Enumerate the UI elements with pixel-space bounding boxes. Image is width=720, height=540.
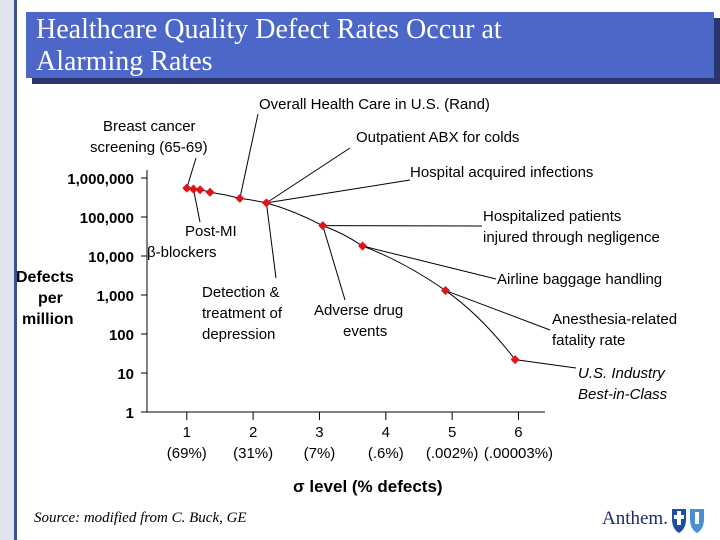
annotation-depression-line-2: treatment of	[202, 305, 283, 322]
annotation-leader-line	[265, 202, 277, 279]
annotation-breast-cancer-line-2: screening (65-69)	[90, 139, 208, 156]
x-tick-label: 1	[183, 424, 191, 441]
annotation-leader-line	[322, 225, 346, 301]
x-tick-sublabel: (31%)	[233, 445, 273, 462]
data-point	[188, 184, 198, 194]
annotation-airline-baggage: Airline baggage handling	[497, 271, 662, 288]
annotation-breast-cancer-line-1: Breast cancer	[103, 118, 196, 135]
x-tick-label: 5	[448, 424, 456, 441]
y-label-line-3: million	[22, 311, 74, 328]
annotation-post-mi-line-2: β-blockers	[147, 244, 216, 261]
data-point-group	[182, 183, 520, 365]
data-point	[318, 221, 328, 231]
annotation-leader-line	[239, 113, 259, 199]
x-tick-sublabel: (.00003%)	[484, 445, 553, 462]
annotation-outpatient-abx: Outpatient ABX for colds	[356, 129, 519, 146]
annotation-hospitalized-line-2: injured through negligence	[483, 229, 660, 246]
anthem-logo-text: Anthem.	[602, 508, 668, 529]
annotation-leader-line	[515, 359, 577, 369]
annotation-post-mi-line-1: Post-MI	[185, 223, 237, 240]
data-point	[205, 187, 215, 197]
x-tick-sublabel: (7%)	[304, 445, 336, 462]
slide-title: Healthcare Quality Defect Rates Occur at…	[36, 14, 706, 78]
title-line-2: Alarming Rates	[36, 46, 213, 77]
y-tick-label: 100	[109, 327, 134, 344]
y-tick-label: 10	[117, 366, 134, 383]
x-tick-label: 4	[382, 424, 390, 441]
left-accent-bar	[0, 0, 14, 540]
data-point	[510, 355, 520, 365]
x-axis-label: σ level (% defects)	[293, 477, 443, 496]
x-tick-label: 6	[514, 424, 522, 441]
title-banner	[26, 12, 714, 78]
data-point	[182, 183, 192, 193]
annotation-overall-health-care: Overall Health Care in U.S. (Rand)	[259, 96, 490, 113]
annotation-depression-line-1: Detection &	[202, 284, 280, 301]
data-point	[195, 185, 205, 195]
annotation-anesthesia-line-2: fatality rate	[552, 332, 625, 349]
x-tick-sublabel: (.002%)	[426, 445, 479, 462]
y-label-line-1: Defects	[16, 269, 74, 286]
y-tick-group: 1,000,000 100,000 10,000 1,000 100 10 1	[67, 171, 147, 422]
y-tick-label: 10,000	[88, 249, 134, 266]
annotation-hospitalized-line-1: Hospitalized patients	[483, 208, 621, 225]
title-line-1: Healthcare Quality Defect Rates Occur at	[36, 14, 502, 45]
annotation-adverse-drug-line-1: Adverse drug	[314, 302, 403, 319]
x-tick-group: 1 (69%) 2 (31%) 3 (7%) 4 (.6%) 5 (.002%) 6 (.00003%…	[167, 412, 553, 462]
annotation-leader-line	[445, 290, 551, 331]
x-tick-label: 3	[315, 424, 323, 441]
annotation-adverse-drug-line-2: events	[343, 323, 387, 340]
annotation-leader-line	[266, 147, 351, 204]
annotation-best-in-class-line-1: U.S. Industry	[578, 365, 666, 382]
source-note: Source: modified from C. Buck, GE	[34, 510, 247, 526]
y-label-line-2: per	[38, 290, 63, 307]
annotation-leader-line	[192, 188, 201, 223]
data-point	[358, 241, 368, 251]
left-accent-line	[14, 0, 17, 540]
x-tick-sublabel: (.6%)	[368, 445, 404, 462]
x-tick-sublabel: (69%)	[167, 445, 207, 462]
x-tick-label: 2	[249, 424, 257, 441]
annotation-leader-line	[186, 157, 197, 189]
annotation-depression-line-3: depression	[202, 326, 275, 343]
data-point	[261, 198, 271, 208]
data-point	[235, 193, 245, 203]
y-tick-label: 1,000,000	[67, 171, 134, 188]
y-tick-label: 100,000	[80, 210, 134, 227]
data-point	[440, 286, 451, 296]
annotation-anesthesia-line-1: Anesthesia-related	[552, 311, 677, 328]
annotation-leader-line	[266, 179, 411, 204]
y-tick-label: 1,000	[96, 288, 134, 305]
annotation-hospital-infections: Hospital acquired infections	[410, 164, 593, 181]
annotation-leaders	[186, 113, 577, 369]
annotation-best-in-class-line-2: Best-in-Class	[578, 386, 668, 403]
y-tick-label: 1	[126, 405, 134, 422]
annotation-leader-line	[362, 245, 497, 280]
